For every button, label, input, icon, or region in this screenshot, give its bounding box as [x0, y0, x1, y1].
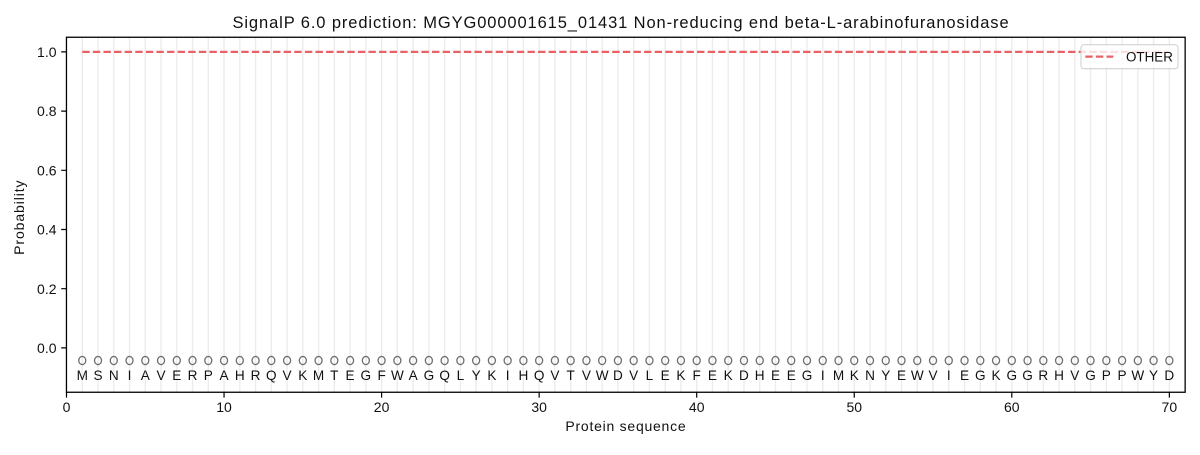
svg-text:G: G [361, 368, 372, 383]
svg-text:G: G [1007, 368, 1018, 383]
svg-text:K: K [992, 368, 1001, 383]
svg-text:10: 10 [216, 399, 232, 415]
svg-text:A: A [409, 368, 419, 383]
svg-text:0.6: 0.6 [37, 162, 57, 178]
svg-text:W: W [911, 368, 924, 383]
svg-text:G: G [802, 368, 813, 383]
svg-text:E: E [771, 368, 780, 383]
svg-text:V: V [283, 368, 292, 383]
svg-text:K: K [850, 368, 859, 383]
svg-text:0.2: 0.2 [37, 281, 57, 297]
svg-text:T: T [567, 368, 575, 383]
svg-text:0.8: 0.8 [37, 103, 57, 119]
svg-text:E: E [346, 368, 355, 383]
svg-text:H: H [755, 368, 765, 383]
svg-text:40: 40 [689, 399, 705, 415]
svg-text:W: W [391, 368, 404, 383]
svg-text:70: 70 [1162, 399, 1178, 415]
svg-text:A: A [141, 368, 151, 383]
svg-text:V: V [156, 368, 165, 383]
svg-text:G: G [975, 368, 986, 383]
svg-text:W: W [596, 368, 609, 383]
svg-text:I: I [128, 368, 132, 383]
svg-text:G: G [1085, 368, 1096, 383]
svg-text:P: P [204, 368, 213, 383]
svg-text:SignalP 6.0 prediction: MGYG00: SignalP 6.0 prediction: MGYG000001615_01… [232, 14, 1009, 32]
svg-text:H: H [1054, 368, 1064, 383]
svg-text:I: I [947, 368, 951, 383]
svg-text:N: N [865, 368, 875, 383]
svg-text:M: M [77, 368, 88, 383]
svg-text:P: P [1102, 368, 1111, 383]
svg-text:S: S [93, 368, 102, 383]
svg-text:R: R [188, 368, 198, 383]
svg-text:30: 30 [531, 399, 547, 415]
svg-text:V: V [928, 368, 937, 383]
svg-text:G: G [1022, 368, 1033, 383]
svg-text:E: E [897, 368, 906, 383]
svg-text:K: K [487, 368, 496, 383]
svg-text:V: V [550, 368, 559, 383]
svg-text:R: R [1038, 368, 1048, 383]
svg-text:20: 20 [374, 399, 390, 415]
svg-text:H: H [235, 368, 245, 383]
svg-text:60: 60 [1004, 399, 1020, 415]
svg-text:L: L [646, 368, 654, 383]
svg-text:R: R [251, 368, 261, 383]
svg-text:0: 0 [63, 399, 71, 415]
svg-text:W: W [1131, 368, 1144, 383]
svg-text:K: K [724, 368, 733, 383]
svg-text:F: F [693, 368, 701, 383]
svg-text:Q: Q [534, 368, 545, 383]
svg-text:Q: Q [439, 368, 450, 383]
svg-text:Y: Y [472, 368, 481, 383]
svg-text:D: D [1164, 368, 1174, 383]
svg-text:Y: Y [881, 368, 890, 383]
svg-text:50: 50 [846, 399, 862, 415]
svg-text:A: A [220, 368, 230, 383]
svg-text:1.0: 1.0 [37, 44, 57, 60]
svg-text:E: E [172, 368, 181, 383]
svg-text:Protein sequence: Protein sequence [565, 418, 686, 434]
svg-text:M: M [313, 368, 324, 383]
svg-text:I: I [506, 368, 510, 383]
svg-text:F: F [377, 368, 385, 383]
svg-text:M: M [833, 368, 844, 383]
svg-text:V: V [629, 368, 638, 383]
svg-text:L: L [457, 368, 465, 383]
svg-text:0.4: 0.4 [37, 222, 57, 238]
svg-text:E: E [960, 368, 969, 383]
svg-text:E: E [787, 368, 796, 383]
svg-text:K: K [298, 368, 307, 383]
svg-text:V: V [582, 368, 591, 383]
svg-text:I: I [821, 368, 825, 383]
svg-text:P: P [1118, 368, 1127, 383]
svg-text:N: N [109, 368, 119, 383]
svg-text:0.0: 0.0 [37, 340, 57, 356]
svg-text:K: K [676, 368, 685, 383]
svg-text:G: G [424, 368, 435, 383]
svg-text:E: E [708, 368, 717, 383]
svg-text:H: H [518, 368, 528, 383]
svg-text:E: E [661, 368, 670, 383]
svg-text:V: V [1070, 368, 1079, 383]
svg-text:OTHER: OTHER [1126, 49, 1173, 64]
svg-text:T: T [330, 368, 338, 383]
svg-text:D: D [739, 368, 749, 383]
svg-text:Y: Y [1149, 368, 1158, 383]
svg-text:Probability: Probability [11, 180, 27, 255]
svg-text:Q: Q [266, 368, 277, 383]
svg-text:D: D [613, 368, 623, 383]
